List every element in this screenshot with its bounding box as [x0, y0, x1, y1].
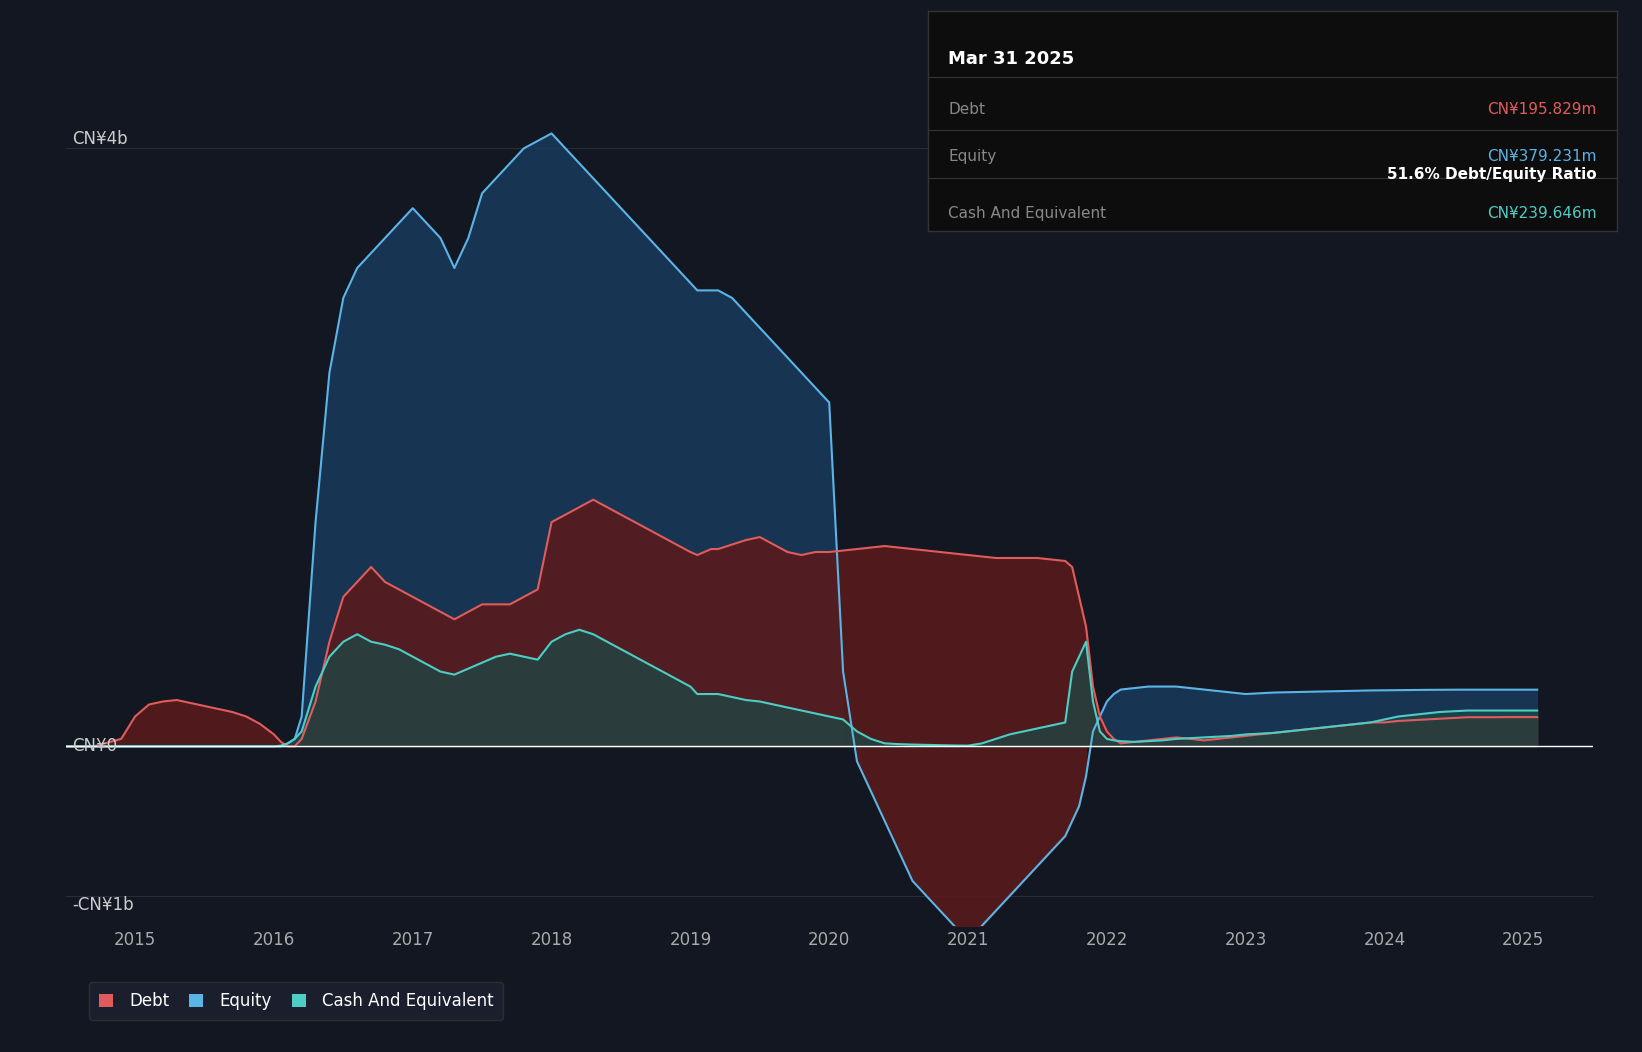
Text: CN¥4b: CN¥4b: [72, 130, 128, 148]
Text: CN¥0: CN¥0: [72, 737, 118, 755]
Text: Mar 31 2025: Mar 31 2025: [949, 50, 1074, 68]
Text: Equity: Equity: [949, 148, 997, 164]
Text: -CN¥1b: -CN¥1b: [72, 896, 135, 914]
Text: CN¥379.231m: CN¥379.231m: [1488, 148, 1596, 164]
Text: CN¥239.646m: CN¥239.646m: [1488, 206, 1596, 221]
Text: Cash And Equivalent: Cash And Equivalent: [949, 206, 1107, 221]
Text: 51.6% Debt/Equity Ratio: 51.6% Debt/Equity Ratio: [1387, 166, 1596, 182]
Text: Debt: Debt: [949, 102, 985, 118]
Legend: Debt, Equity, Cash And Equivalent: Debt, Equity, Cash And Equivalent: [89, 982, 504, 1019]
Text: CN¥195.829m: CN¥195.829m: [1488, 102, 1596, 118]
